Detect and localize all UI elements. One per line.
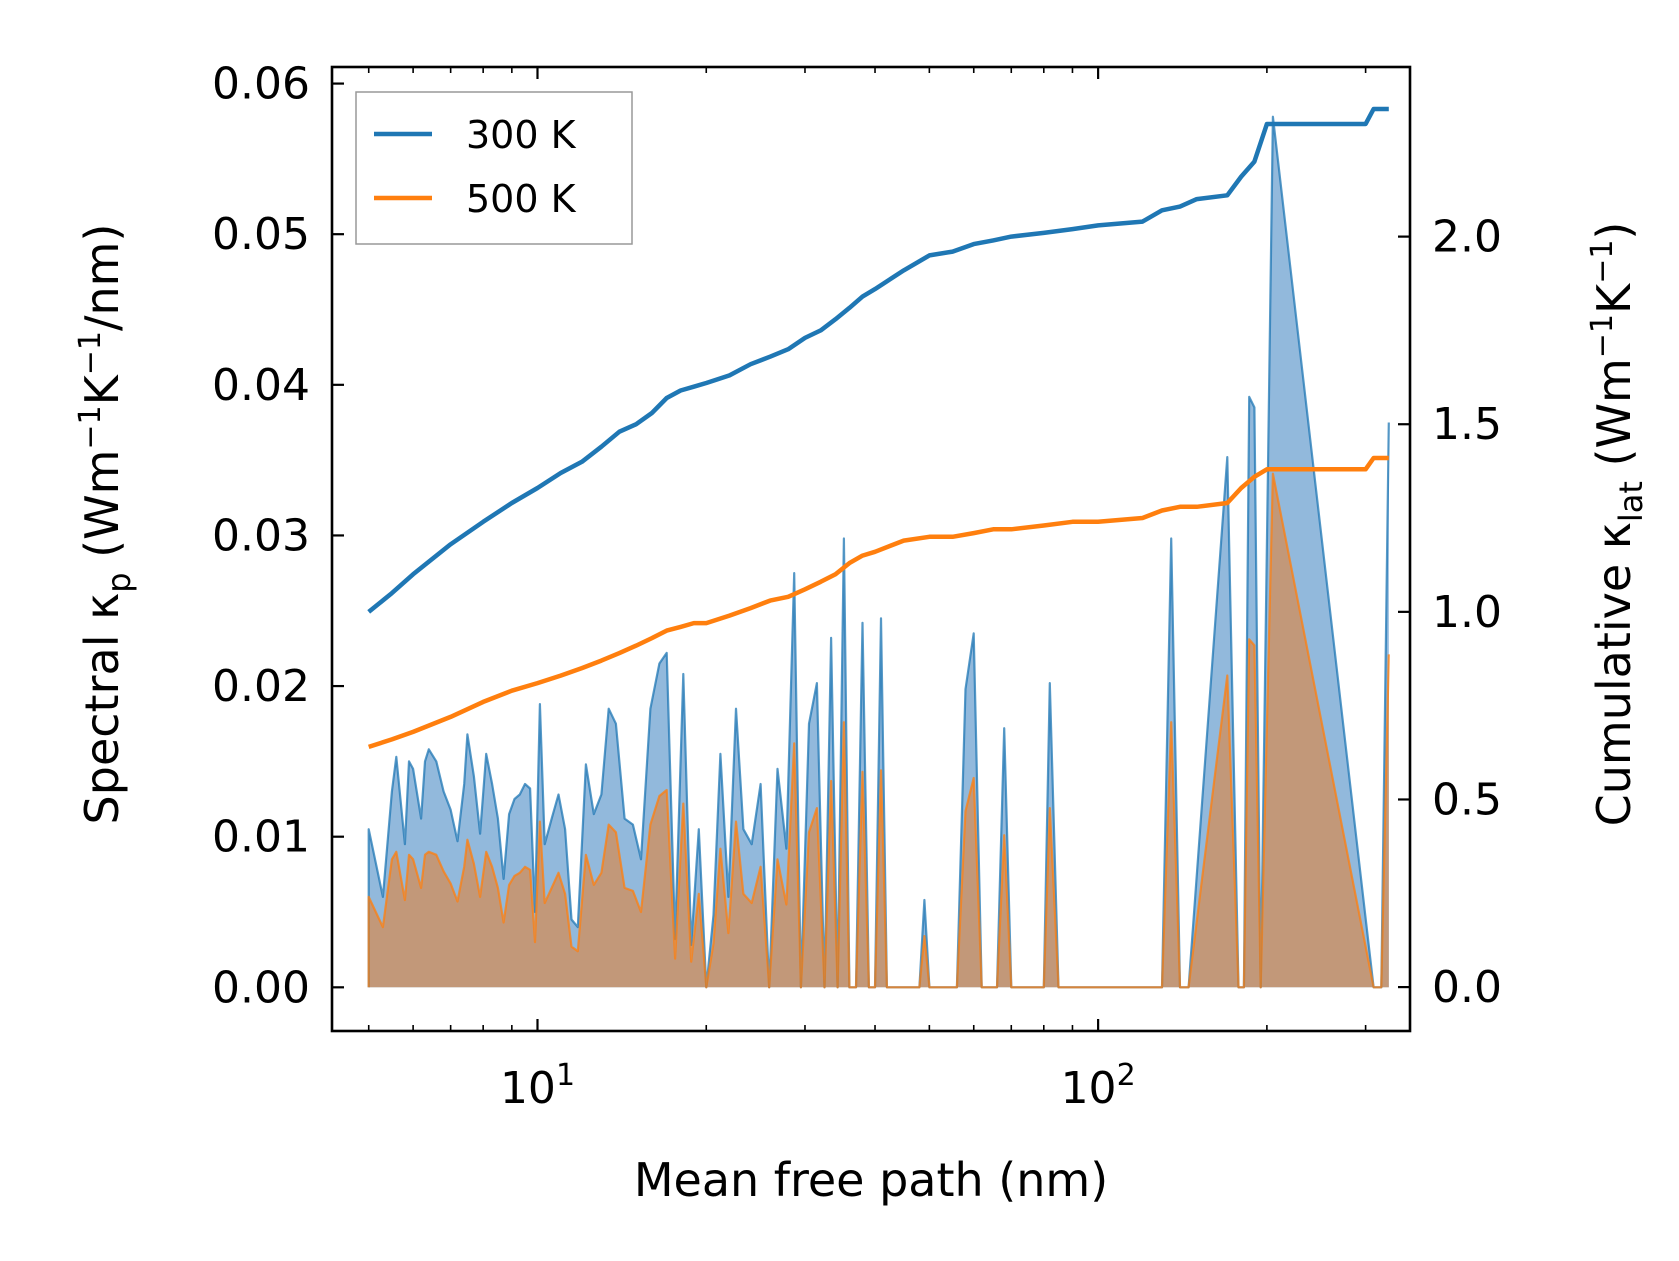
y-left-tick-label: 0.06	[212, 59, 310, 110]
legend: 300 K 500 K	[355, 91, 633, 245]
spectral-line-500k	[367, 472, 1390, 989]
y-right-tick-label: 0.5	[1432, 774, 1502, 825]
y-left-tick-label: 0.05	[212, 209, 310, 260]
legend-label-300k: 300 K	[466, 113, 577, 157]
legend-box	[355, 91, 633, 245]
cumulative-line-500k	[368, 455, 1389, 750]
right-y-axis-title: Cumulative κlat (Wm−1K−1)	[1585, 222, 1650, 827]
x-axis-title: Mean free path (nm)	[634, 1153, 1108, 1207]
cumulative-line-300k	[367, 106, 1389, 614]
spectral-edges	[367, 115, 1390, 989]
axis-ticks	[332, 67, 1410, 1031]
y-left-tick-label: 0.01	[212, 812, 310, 863]
y-right-tick-label: 2.0	[1432, 212, 1502, 263]
legend-label-500k: 500 K	[466, 177, 577, 221]
y-right-tick-label: 0.0	[1432, 962, 1502, 1013]
cumulative-lines	[367, 106, 1389, 750]
left-y-axis-title: Spectral κp (Wm−1K−1/nm)	[73, 224, 138, 825]
y-left-tick-label: 0.03	[212, 510, 310, 561]
axis-tick-labels: 101 102 0.00 0.01 0.02 0.03 0.04 0.05 0.06 0.0 0.5…	[212, 59, 1502, 1114]
x-tick-label: 101	[500, 1058, 575, 1114]
y-left-tick-label: 0.04	[212, 360, 310, 411]
plot-frame	[330, 65, 1412, 1033]
y-left-tick-label: 0.02	[212, 661, 310, 712]
y-left-tick-label: 0.00	[212, 962, 310, 1013]
y-right-tick-label: 1.0	[1432, 587, 1502, 638]
x-tick-label: 102	[1061, 1058, 1136, 1114]
y-right-tick-label: 1.5	[1432, 399, 1502, 450]
